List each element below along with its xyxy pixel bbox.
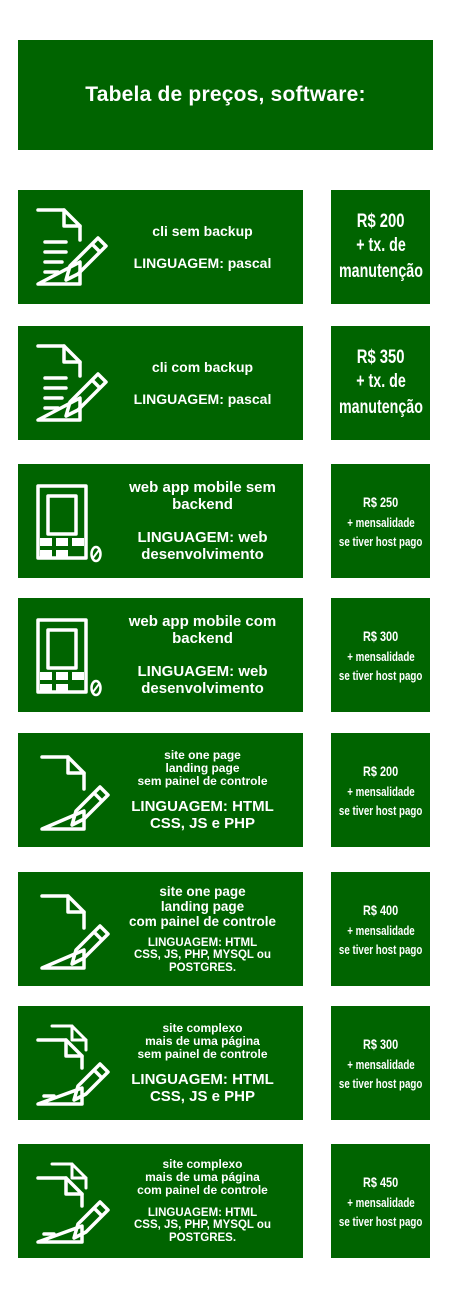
product-name: com painel de controle	[128, 913, 277, 929]
mobile-device-icon	[30, 478, 112, 564]
price-amount: R$ 250	[362, 494, 399, 510]
product-language: LINGUAGEM: web	[137, 529, 268, 546]
document-pen-icon	[30, 340, 112, 426]
product-card-site-complexo-com-painel: site complexo mais de uma página com pai…	[18, 1144, 303, 1258]
product-language: POSTGRES.	[168, 1231, 237, 1244]
price-note: manutenção	[338, 260, 423, 282]
product-name: cli sem backup	[152, 222, 253, 239]
price-amount: R$ 300	[362, 628, 399, 644]
page-pen-icon	[30, 747, 112, 833]
product-language: CSS, JS e PHP	[149, 814, 256, 832]
price-card: R$ 250 + mensalidade se tiver host pago	[331, 464, 430, 578]
price-card: R$ 200 + tx. de manutenção	[331, 190, 430, 304]
multi-page-pen-icon	[30, 1158, 112, 1244]
product-language: CSS, JS e PHP	[149, 1087, 256, 1105]
product-language: desenvolvimento	[141, 680, 264, 697]
product-card-site-complexo-sem-painel: site complexo mais de uma página sem pai…	[18, 1006, 303, 1120]
price-note: + mensalidade	[346, 923, 415, 938]
product-language: LINGUAGEM: HTML	[147, 1206, 258, 1219]
product-name: site one page	[159, 883, 246, 899]
product-name: landing page	[160, 898, 245, 914]
product-name: sem painel de controle	[137, 773, 268, 788]
price-card: R$ 200 + mensalidade se tiver host pago	[331, 733, 430, 847]
price-note: se tiver host pago	[338, 1214, 423, 1229]
product-name: web app mobile com	[128, 613, 277, 630]
product-name: site complexo	[162, 1020, 243, 1035]
product-language: LINGUAGEM: pascal	[133, 390, 272, 407]
title-banner: Tabela de preços, software:	[18, 40, 433, 150]
mobile-device-icon	[30, 612, 112, 698]
product-language: LINGUAGEM: HTML	[131, 1070, 274, 1088]
price-amount: R$ 200	[362, 763, 399, 779]
product-language: LINGUAGEM: HTML	[131, 797, 274, 815]
price-note: se tiver host pago	[338, 803, 423, 818]
product-name: web app mobile sem	[129, 479, 276, 496]
product-name: site one page	[164, 747, 241, 762]
product-name: sem painel de controle	[137, 1046, 268, 1061]
price-amount: R$ 300	[362, 1036, 399, 1052]
price-note: manutenção	[338, 396, 423, 418]
document-pen-icon	[30, 204, 112, 290]
multi-page-pen-icon	[30, 1020, 112, 1106]
product-card-web-app-sem-backend: web app mobile sem backend LINGUAGEM: we…	[18, 464, 303, 578]
product-card-site-one-page-com-painel: site one page landing page com painel de…	[18, 872, 303, 986]
price-card: R$ 350 + tx. de manutenção	[331, 326, 430, 440]
product-name: landing page	[165, 760, 240, 775]
price-note: + tx. de	[355, 370, 406, 392]
price-amount: R$ 450	[362, 1174, 399, 1190]
product-name: com painel de controle	[137, 1182, 268, 1197]
product-name: backend	[172, 630, 233, 647]
product-name: mais de uma página	[145, 1033, 260, 1048]
price-note: se tiver host pago	[338, 534, 423, 549]
price-card: R$ 450 + mensalidade se tiver host pago	[331, 1144, 430, 1258]
product-language: POSTGRES.	[168, 961, 237, 974]
product-language: CSS, JS, PHP, MYSQL ou	[134, 949, 271, 962]
product-name: site complexo	[162, 1156, 243, 1171]
price-amount: R$ 400	[362, 902, 399, 918]
product-card-site-one-page-sem-painel: site one page landing page sem painel de…	[18, 733, 303, 847]
product-language: CSS, JS, PHP, MYSQL ou	[134, 1219, 271, 1232]
page-pen-icon	[30, 886, 112, 972]
price-card: R$ 300 + mensalidade se tiver host pago	[331, 1006, 430, 1120]
price-note: + tx. de	[355, 234, 406, 256]
page-title: Tabela de preços, software:	[85, 83, 366, 106]
product-name: backend	[172, 496, 233, 513]
price-note: se tiver host pago	[338, 668, 423, 683]
product-language: LINGUAGEM: pascal	[133, 254, 272, 271]
product-language: desenvolvimento	[141, 546, 264, 563]
product-card-web-app-com-backend: web app mobile com backend LINGUAGEM: we…	[18, 598, 303, 712]
product-language: LINGUAGEM: web	[137, 663, 268, 680]
price-note: + mensalidade	[346, 1057, 415, 1072]
product-name: mais de uma página	[145, 1169, 260, 1184]
product-language: LINGUAGEM: HTML	[147, 936, 258, 949]
price-note: + mensalidade	[346, 515, 415, 530]
price-note: + mensalidade	[346, 784, 415, 799]
product-card-cli-com-backup: cli com backup LINGUAGEM: pascal	[18, 326, 303, 440]
price-note: + mensalidade	[346, 649, 415, 664]
product-name: cli com backup	[151, 358, 254, 375]
price-card: R$ 300 + mensalidade se tiver host pago	[331, 598, 430, 712]
price-note: se tiver host pago	[338, 942, 423, 957]
product-card-cli-sem-backup: cli sem backup LINGUAGEM: pascal	[18, 190, 303, 304]
price-note: + mensalidade	[346, 1195, 415, 1210]
price-amount: R$ 200	[356, 210, 405, 232]
price-card: R$ 400 + mensalidade se tiver host pago	[331, 872, 430, 986]
price-amount: R$ 350	[356, 346, 405, 368]
price-note: se tiver host pago	[338, 1076, 423, 1091]
